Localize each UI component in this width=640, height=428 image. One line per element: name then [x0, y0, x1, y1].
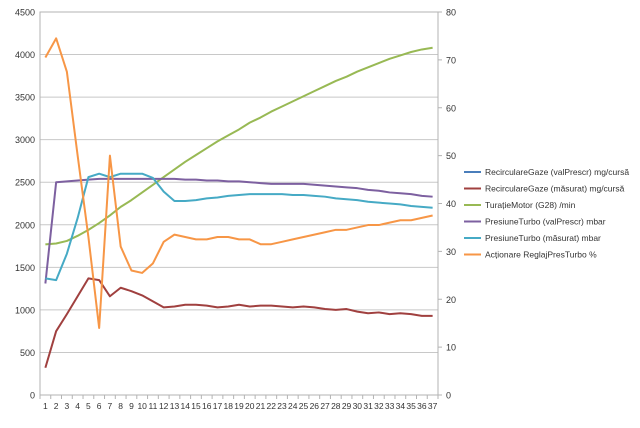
x-axis-tick-label: 19 [234, 401, 244, 411]
series-line-2 [44, 277, 433, 369]
left-axis-tick-label: 500 [20, 348, 35, 358]
left-axis-tick-label: 2000 [15, 220, 35, 230]
x-axis-tick-label: 22 [267, 401, 277, 411]
legend-label: PresiuneTurbo (măsurat) mbar [485, 233, 601, 243]
left-axis-tick-label: 3500 [15, 93, 35, 103]
x-axis-tick-label: 31 [363, 401, 373, 411]
series-lines [44, 37, 433, 369]
x-axis-tick-label: 21 [256, 401, 266, 411]
x-axis-tick-label: 13 [170, 401, 180, 411]
x-axis-tick-label: 23 [277, 401, 287, 411]
x-axis-tick-label: 11 [149, 401, 158, 411]
x-axis-tick-label: 18 [224, 401, 234, 411]
left-axis-tick-label: 2500 [15, 178, 35, 188]
x-axis-tick-label: 7 [108, 401, 113, 411]
x-axis-tick-label: 24 [288, 401, 298, 411]
x-axis-tick-label: 12 [159, 401, 169, 411]
right-axis-tick-label: 0 [446, 391, 451, 401]
x-axis-tick-label: 20 [245, 401, 255, 411]
series-line-4 [44, 177, 433, 284]
legend-label: RecirculareGaze (măsurat) mg/cursă [485, 184, 625, 194]
right-axis-tick-label: 80 [446, 8, 456, 18]
left-axis-tick-label: 4500 [15, 8, 35, 18]
legend-label: Acționare ReglajPresTurbo % [485, 250, 597, 260]
x-axis-tick-label: 3 [65, 401, 70, 411]
x-axis-tick-label: 33 [385, 401, 395, 411]
right-axis-tick-label: 50 [446, 151, 456, 161]
x-axis-tick-label: 14 [180, 401, 190, 411]
legend-label: RecirculareGaze (valPrescr) mg/cursă [485, 167, 629, 177]
x-axis-tick-label: 29 [342, 401, 352, 411]
right-axis-tick-label: 10 [446, 343, 456, 353]
right-axis-tick-label: 20 [446, 295, 456, 305]
x-axis-tick-label: 30 [353, 401, 363, 411]
legend-label: PresiuneTurbo (valPrescr) mbar [485, 217, 606, 227]
x-axis-tick-label: 8 [118, 401, 123, 411]
x-axis-tick-label: 1 [43, 401, 48, 411]
x-axis-tick-label: 10 [137, 401, 147, 411]
series-line-6 [44, 37, 433, 329]
x-axis-tick-label: 2 [54, 401, 59, 411]
right-y-axis: 0 10 20 30 40 50 60 70 80 [438, 8, 456, 401]
legend: RecirculareGaze (valPrescr) mg/cursă Reci… [464, 167, 629, 260]
right-axis-tick-label: 60 [446, 103, 456, 113]
x-axis-tick-label: 28 [331, 401, 341, 411]
x-axis-tick-label: 9 [129, 401, 134, 411]
series-line-5 [45, 172, 433, 282]
x-axis-tick-label: 32 [374, 401, 384, 411]
right-axis-tick-label: 30 [446, 247, 456, 257]
left-axis-tick-label: 1500 [15, 263, 35, 273]
x-axis: 1 2 3 4 5 6 7 8 9 10 11 12 13 14 15 16 17 18 19 20 21 22 23 24 2… [39, 395, 439, 411]
x-axis-tick-label: 35 [406, 401, 416, 411]
legend-label: TurațieMotor (G28) /min [485, 200, 576, 210]
right-axis-tick-label: 70 [446, 55, 456, 65]
series-line-3 [45, 46, 433, 246]
left-axis-tick-label: 1000 [15, 305, 35, 315]
right-axis-tick-label: 40 [446, 199, 456, 209]
left-y-axis: 0 500 1000 1500 2000 2500 3000 3500 4000 4500 [15, 8, 35, 401]
x-axis-tick-label: 36 [417, 401, 427, 411]
left-axis-tick-label: 0 [30, 391, 35, 401]
x-axis-tick-label: 4 [75, 401, 80, 411]
x-axis-tick-label: 25 [299, 401, 309, 411]
x-axis-tick-label: 17 [213, 401, 223, 411]
x-axis-tick-label: 34 [396, 401, 406, 411]
x-axis-tick-label: 37 [428, 401, 438, 411]
left-axis-tick-label: 4000 [15, 50, 35, 60]
left-axis-tick-label: 3000 [15, 135, 35, 145]
x-axis-tick-label: 16 [202, 401, 212, 411]
x-axis-tick-label: 5 [86, 401, 91, 411]
x-axis-tick-label: 27 [320, 401, 330, 411]
x-axis-tick-label: 15 [191, 401, 201, 411]
x-axis-tick-label: 26 [310, 401, 320, 411]
x-axis-tick-label: 6 [97, 401, 102, 411]
